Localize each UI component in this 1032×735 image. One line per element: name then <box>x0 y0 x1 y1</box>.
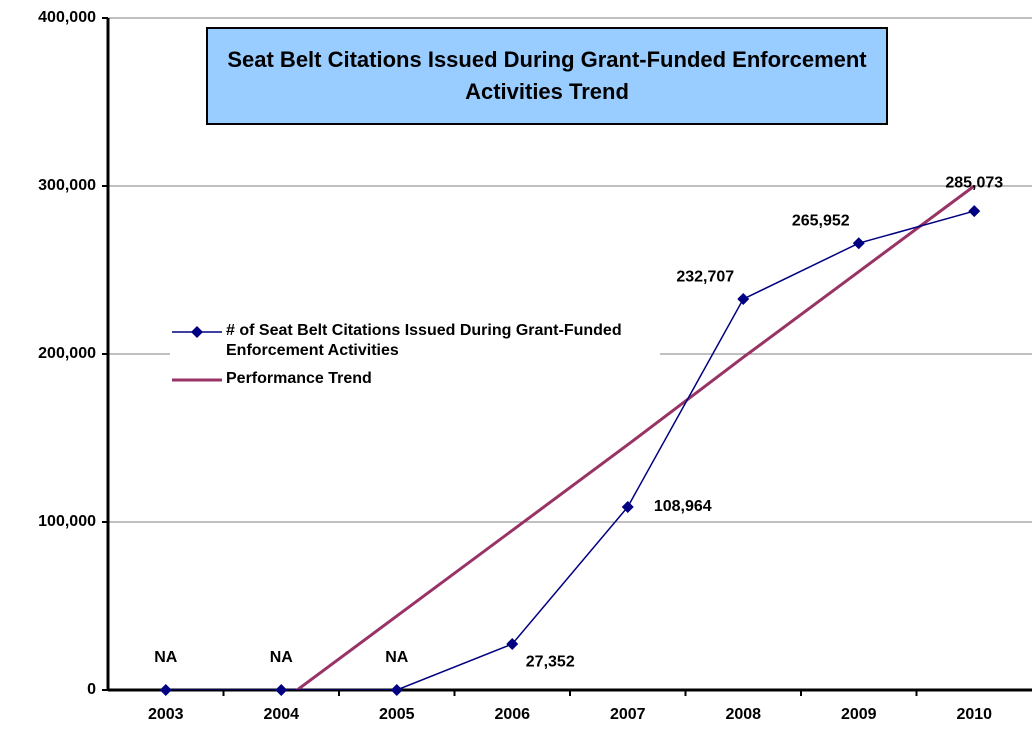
data-label: NA <box>154 649 178 666</box>
legend-wrap: Performance Trend <box>226 370 372 387</box>
x-tick-label: 2010 <box>956 706 992 723</box>
legend-label: Performance Trend <box>226 370 372 387</box>
data-label: 108,964 <box>654 498 712 515</box>
y-tick-label: 0 <box>87 681 96 698</box>
chart-title: Seat Belt Citations Issued During Grant-… <box>227 47 867 104</box>
y-tick-label: 100,000 <box>38 513 96 530</box>
legend-label: # of Seat Belt Citations Issued During G… <box>226 322 622 359</box>
x-tick-label: 2006 <box>494 706 530 723</box>
legend-box <box>170 318 660 398</box>
marker <box>506 638 519 651</box>
data-label: NA <box>270 649 294 666</box>
data-label: 232,707 <box>676 268 734 285</box>
marker <box>737 293 750 306</box>
marker <box>159 684 172 696</box>
marker <box>390 684 403 696</box>
data-label: 265,952 <box>792 212 850 229</box>
legend-wrap: # of Seat Belt Citations Issued During G… <box>226 322 622 359</box>
marker <box>275 684 288 696</box>
trend-line <box>294 184 976 690</box>
x-tick-label: 2009 <box>841 706 877 723</box>
legend-marker <box>191 326 203 338</box>
x-tick-label: 2008 <box>725 706 761 723</box>
marker <box>852 237 865 250</box>
y-tick-label: 300,000 <box>38 177 96 194</box>
y-tick-label: 400,000 <box>38 9 96 26</box>
title-box <box>206 27 888 125</box>
marker <box>621 500 634 513</box>
data-label: 285,073 <box>945 174 1003 191</box>
data-label: NA <box>385 649 409 666</box>
title-wrap: Seat Belt Citations Issued During Grant-… <box>227 47 867 104</box>
data-label: 27,352 <box>526 653 575 670</box>
marker <box>968 205 981 218</box>
x-tick-label: 2005 <box>379 706 415 723</box>
legend: # of Seat Belt Citations Issued During G… <box>170 318 660 398</box>
y-tick-label: 200,000 <box>38 345 96 362</box>
x-tick-label: 2004 <box>263 706 299 723</box>
data-line <box>165 210 975 690</box>
x-tick-label: 2007 <box>610 706 646 723</box>
x-tick-label: 2003 <box>148 706 184 723</box>
